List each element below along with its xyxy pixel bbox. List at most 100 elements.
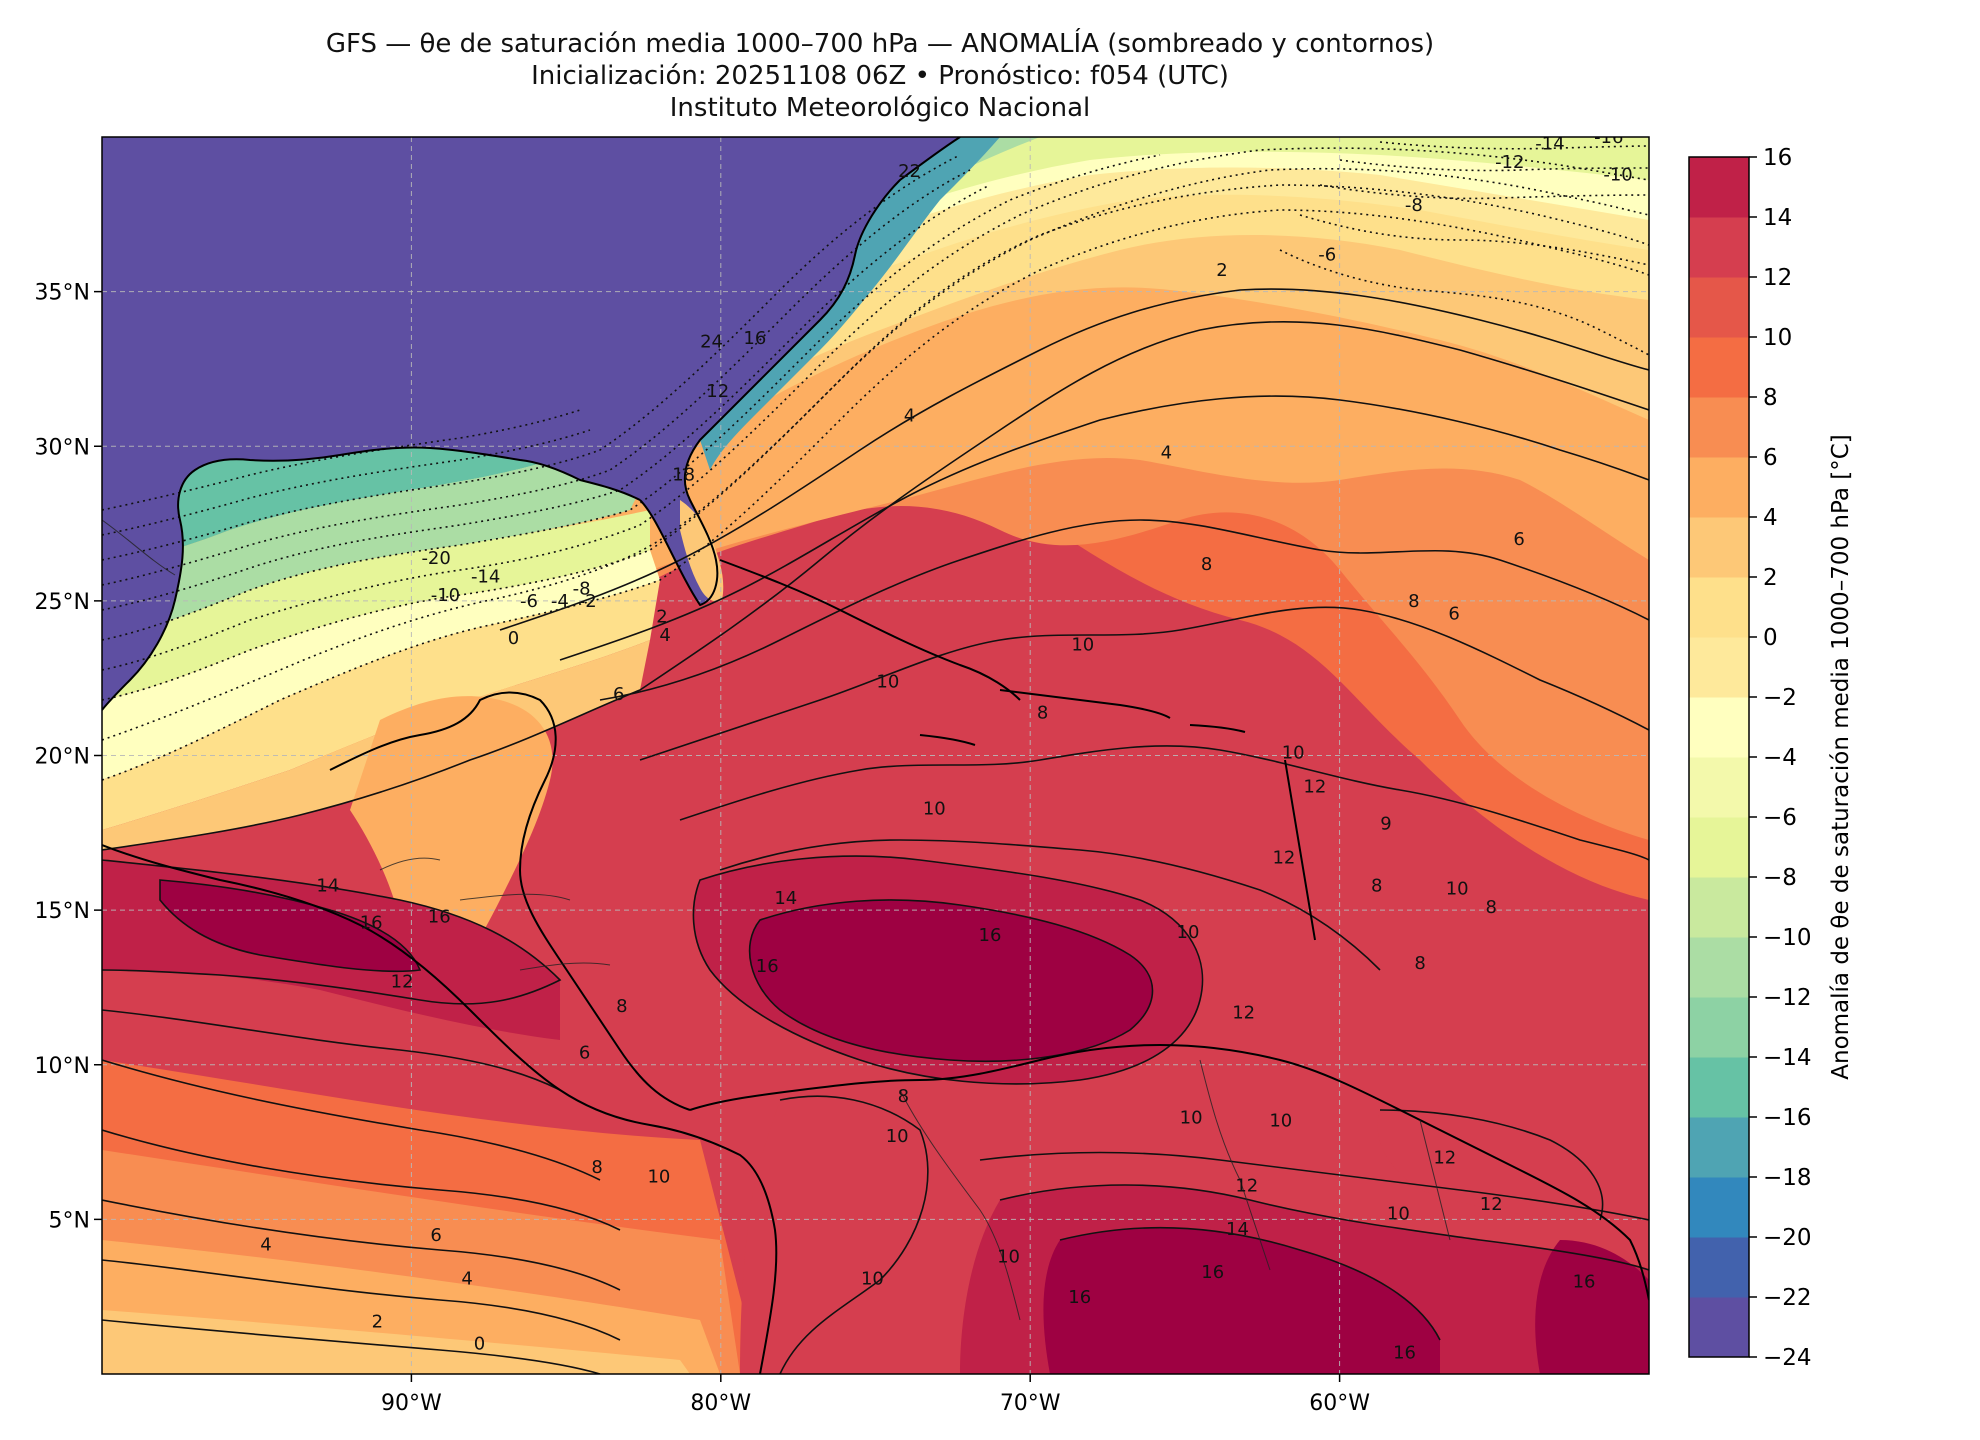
contour-label: -6	[520, 591, 538, 612]
gridlines	[102, 137, 1649, 1374]
border-us-mexico	[102, 519, 176, 576]
colorbar-tick-label: 2	[1763, 565, 1778, 591]
contour-label: -10	[431, 585, 460, 606]
contour-label: 6	[1448, 603, 1459, 624]
contour-label: 16	[360, 913, 383, 934]
lon-ticks: 90°W 80°W 70°W 60°W	[381, 1374, 1370, 1416]
colorbar-ticks: 16 14 12 10 8 6 4 2 0 −2 −4 −6 −8 −10 −12 −14 −16 −18 −20 −…	[1749, 145, 1812, 1371]
colorbar-label: Anomalía de θe de saturación media 1000–…	[1828, 434, 1854, 1079]
contour-label: 16	[1068, 1287, 1091, 1308]
contour-16	[748, 899, 1154, 1063]
lat-tick-label: 35°N	[35, 281, 90, 306]
colorbar-tick-label: 4	[1763, 505, 1778, 531]
contour-label: 10	[647, 1166, 670, 1187]
contour-label: -2	[579, 591, 597, 612]
land-florida	[680, 500, 724, 602]
contour-label: -10	[1603, 164, 1632, 185]
contour-label: -20	[421, 548, 450, 569]
contour-eastpac-2	[102, 1319, 601, 1374]
colorbar-swatch	[1689, 397, 1749, 458]
contour-amazon-14	[999, 1184, 1649, 1271]
coast-cuba	[719, 559, 1021, 701]
field-core-eastpac-16	[160, 880, 420, 972]
contour-label: 8	[591, 1157, 602, 1178]
colorbar-tick-label: −2	[1763, 685, 1797, 711]
lon-tick-label: 60°W	[1309, 1391, 1370, 1416]
contour-label: 16	[428, 906, 451, 927]
colorbar-tick-label: 8	[1763, 385, 1778, 411]
coastlines	[102, 137, 1649, 1374]
title-line-3: Instituto Meteorológico Nacional	[669, 93, 1091, 123]
coast-puerto-rico	[1189, 724, 1246, 733]
contour-label: 16	[1573, 1271, 1596, 1292]
map-title: GFS — θe de saturación media 1000–700 hP…	[0, 28, 1760, 124]
coast-hispaniola	[999, 689, 1171, 719]
field-gulf-m2	[102, 550, 660, 780]
contour-m20	[102, 409, 581, 511]
coast-south-america	[689, 1044, 1649, 1301]
contour-label: -4	[551, 591, 569, 612]
contour-10	[679, 745, 1649, 861]
contour-label: 10	[1282, 743, 1305, 764]
contour-m6	[102, 167, 1649, 701]
contour-label: 4	[260, 1234, 271, 1255]
contour-eastpac-14	[102, 859, 562, 1005]
contour-label: 4	[1161, 443, 1172, 464]
lat-ticks: 35°N 30°N 25°N 20°N 15°N 10°N 5°N	[35, 281, 102, 1233]
colorbar-tick-label: 6	[1763, 445, 1778, 471]
contour-label: 10	[876, 671, 899, 692]
contour-label: 12	[1235, 1176, 1258, 1197]
contour-2	[499, 288, 1649, 631]
border-venezuela-guyana	[1199, 1059, 1271, 1271]
field-colombia-10	[740, 1096, 928, 1374]
contour-label: 10	[886, 1126, 909, 1147]
contour-label: 16	[756, 956, 779, 977]
coast-jamaica	[919, 734, 976, 746]
coast-us-east	[639, 137, 961, 606]
field-core-caribbean-16	[749, 900, 1153, 1062]
colorbar-swatch	[1689, 277, 1749, 338]
colorbar-swatch	[1689, 457, 1749, 518]
colorbar-tick-label: 14	[1763, 205, 1792, 231]
contours-dotted	[102, 141, 1649, 781]
contour-label: 12	[1272, 848, 1295, 869]
contour-label: -6	[1318, 245, 1336, 266]
contour-amazon-12	[979, 1151, 1649, 1221]
contour-label: 12	[1433, 1148, 1456, 1169]
contour-label: 2	[372, 1312, 383, 1333]
contour-label: 4	[904, 406, 915, 427]
colorbar-swatch	[1689, 937, 1749, 998]
contour-label: 6	[430, 1225, 441, 1246]
colorbar-swatch	[1689, 1117, 1749, 1178]
colorbar-swatch	[1689, 997, 1749, 1058]
colorbar-tick-label: −6	[1763, 805, 1797, 831]
field-coastal-cold	[700, 137, 1000, 470]
contour-m8	[102, 147, 1649, 671]
contour-amazon-16	[1059, 1226, 1441, 1341]
colorbar-swatch	[1689, 217, 1749, 278]
contour-eastpac-6	[102, 1199, 621, 1291]
contour-label: 16	[743, 328, 766, 349]
contour-label: 10	[923, 798, 946, 819]
contour-label: 12	[391, 971, 414, 992]
contour-eastpac-8	[102, 1129, 621, 1231]
contour-label: 8	[898, 1086, 909, 1107]
field-gulf-m6	[102, 510, 650, 700]
land-north-america	[102, 137, 960, 710]
lat-tick-label: 10°N	[35, 1054, 90, 1079]
colorbar-swatch	[1689, 1237, 1749, 1298]
contour-m18	[102, 429, 591, 536]
contour-12	[719, 839, 1381, 971]
colorbar-swatch	[1689, 1297, 1749, 1358]
contour-label: 18	[672, 464, 695, 485]
lat-tick-label: 5°N	[49, 1208, 90, 1233]
contour-label: 8	[616, 996, 627, 1017]
colorbar-swatch	[1689, 817, 1749, 878]
field-gulf-m12	[102, 450, 650, 640]
contour-labels: -20-14-10 -8-6 -4 -2024612161822242-6-8-10-…	[260, 137, 1633, 1364]
colorbar-tick-label: 12	[1763, 265, 1792, 291]
contour-label: 6	[1513, 529, 1524, 550]
contour-label: 6	[579, 1043, 590, 1064]
contour-label: 0	[508, 628, 519, 649]
